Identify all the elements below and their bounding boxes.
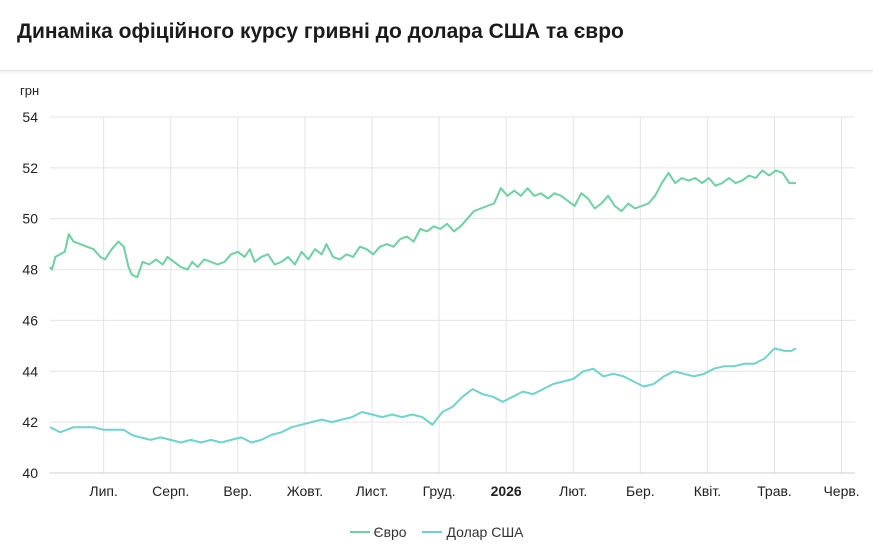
x-tick-label: Серп. xyxy=(152,483,189,499)
series-line-euro xyxy=(49,169,796,279)
y-tick-label: 40 xyxy=(22,465,38,481)
series-line-usd xyxy=(49,347,797,444)
y-tick-label: 52 xyxy=(22,160,38,176)
chart-title: Динаміка офіційного курсу гривні до дола… xyxy=(17,20,624,43)
y-axis-unit-label: грн xyxy=(20,83,40,98)
chart-legend: Євро Долар США xyxy=(0,520,873,540)
x-tick-label: Трав. xyxy=(757,483,792,499)
exchange-rate-chart: 40 42 44 46 48 50 52 54 Лип. Серп. Вер. Жовт. Лист. Г… xyxy=(22,109,859,499)
legend-item-usd[interactable]: Долар США xyxy=(422,524,524,540)
y-tick-label: 42 xyxy=(22,414,38,430)
x-tick-label: Лют. xyxy=(559,483,587,499)
legend-swatch-usd xyxy=(422,531,443,533)
x-tick-label: 2026 xyxy=(491,483,522,499)
legend-swatch-euro xyxy=(349,531,370,533)
x-tick-label: Жовт. xyxy=(287,483,323,499)
x-tick-label: Груд. xyxy=(423,483,456,499)
y-tick-label: 54 xyxy=(22,109,38,125)
y-tick-label: 44 xyxy=(22,363,38,379)
x-tick-label: Черв. xyxy=(823,483,859,499)
x-tick-label: Квіт. xyxy=(694,483,721,499)
y-tick-label: 46 xyxy=(22,312,38,328)
legend-item-euro[interactable]: Євро xyxy=(349,524,407,540)
x-tick-label: Вер. xyxy=(223,483,252,499)
legend-label-usd: Долар США xyxy=(446,524,524,540)
y-tick-label: 48 xyxy=(22,262,38,278)
y-tick-label: 50 xyxy=(22,211,38,227)
x-tick-label: Бер. xyxy=(626,483,655,499)
chart-header: Динаміка офіційного курсу гривні до дола… xyxy=(0,0,873,71)
legend-label-euro: Євро xyxy=(373,524,407,540)
x-tick-label: Лип. xyxy=(89,483,117,499)
x-tick-label: Лист. xyxy=(356,483,389,499)
